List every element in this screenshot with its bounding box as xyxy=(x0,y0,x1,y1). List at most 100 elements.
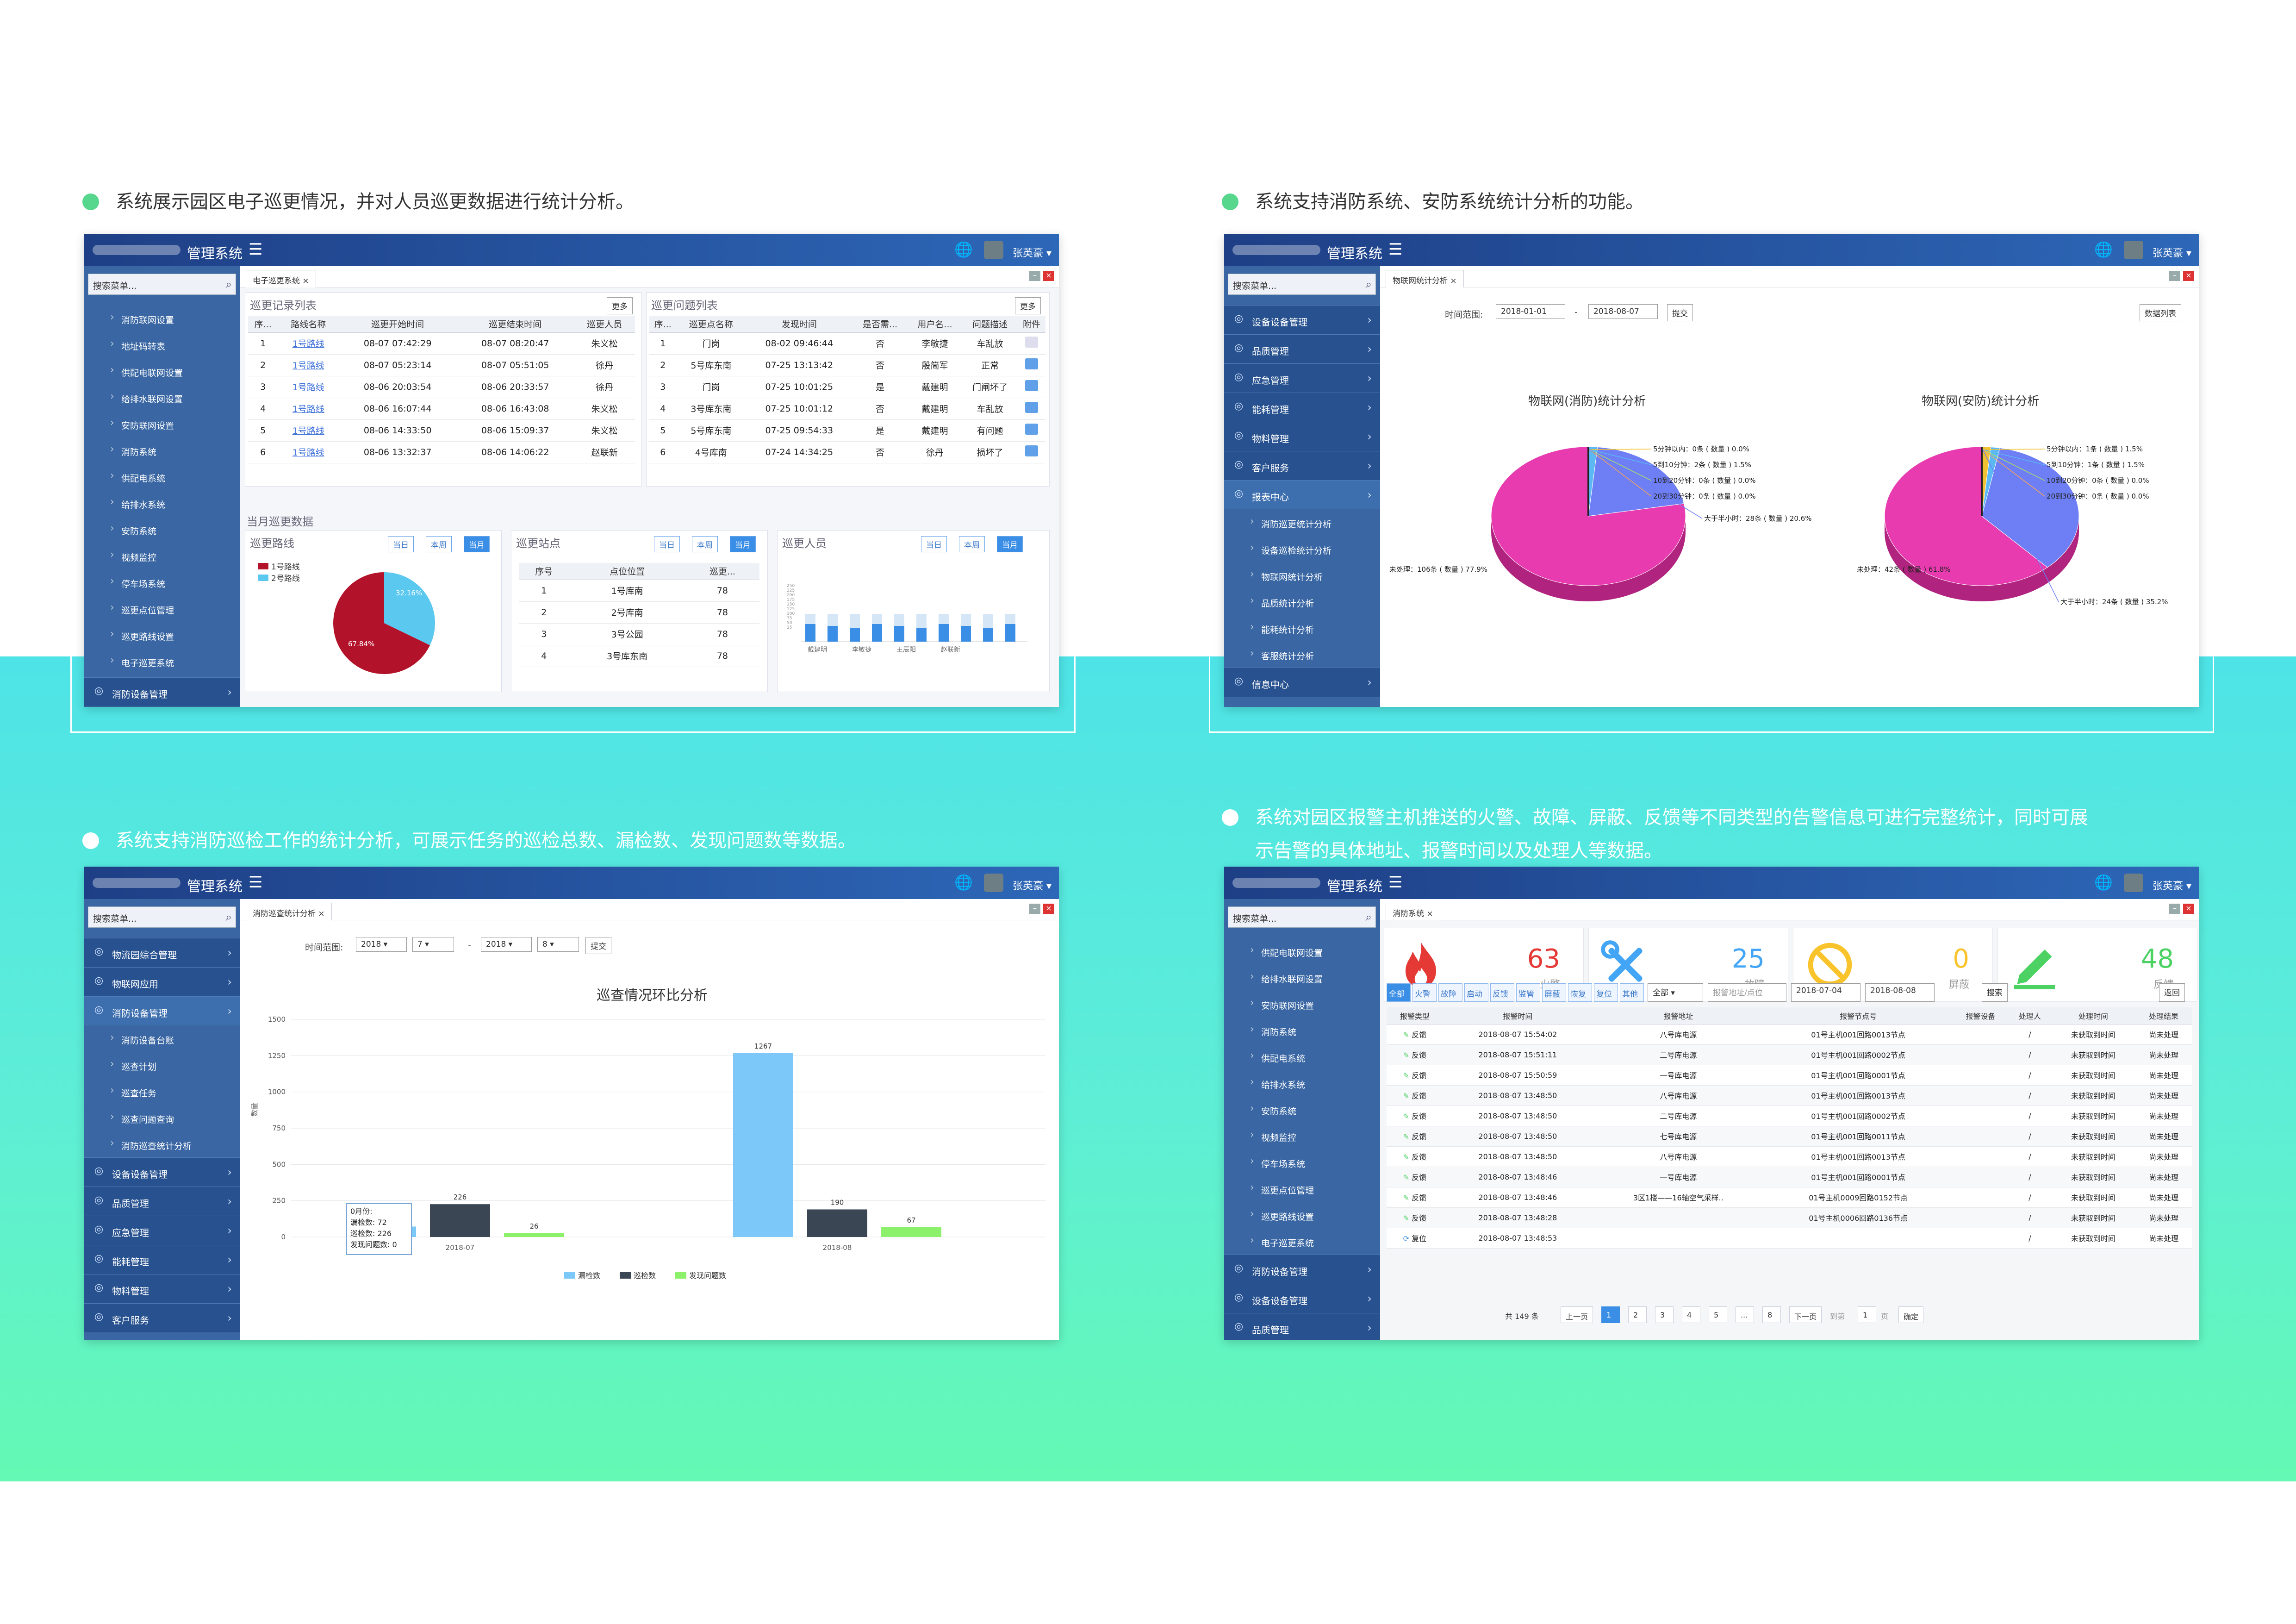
page-button[interactable]: 8 xyxy=(1762,1306,1781,1323)
table-row[interactable]: ✎ 反馈 2018-08-07 13:48:46 一号库电源 01号主机001回路00… xyxy=(1387,1167,2192,1187)
sidebar-section[interactable]: 品质管理 xyxy=(84,1187,240,1216)
sidebar-item[interactable]: 视频监控 xyxy=(84,543,240,569)
table-row[interactable]: ✎ 反馈 2018-08-07 15:50:59 一号库电源 01号主机001回路00… xyxy=(1387,1065,2192,1086)
menu-search-input[interactable]: 搜索菜单... ⌕ xyxy=(88,906,236,928)
sidebar-section[interactable]: 客户服务 xyxy=(84,1303,240,1332)
year-from-select[interactable]: 2018 ▾ xyxy=(356,937,407,952)
filter-button[interactable]: 复位 xyxy=(1594,983,1618,1002)
avatar[interactable] xyxy=(2124,241,2143,259)
table-row[interactable]: 2 5号库东南 07-25 13:13:42 否殷简军 正常 xyxy=(649,354,1045,376)
sidebar-item[interactable]: 安防联网设置 xyxy=(1224,991,1380,1017)
seg-today[interactable]: 当日 xyxy=(654,536,680,552)
seg-today[interactable]: 当日 xyxy=(388,536,414,552)
sidebar-item[interactable]: 巡更点位管理 xyxy=(84,595,240,622)
user-menu[interactable]: 张英豪 ▾ xyxy=(2152,881,2191,892)
table-row[interactable]: 5 1号路线 08-06 14:33:50 08-06 15:09:37 朱义松 xyxy=(248,419,635,442)
page-button[interactable]: 1 xyxy=(1601,1306,1620,1323)
date-from-input[interactable]: 2018-07-04 xyxy=(1791,983,1860,1002)
close-icon[interactable]: × xyxy=(2183,271,2194,281)
table-row[interactable]: ✎ 反馈 2018-08-07 15:51:11 二号库电源 01号主机001回路00… xyxy=(1387,1044,2192,1065)
route-link[interactable]: 1号路线 xyxy=(278,332,339,355)
sidebar-section[interactable]: 报表中心 xyxy=(1224,480,1380,509)
table-row[interactable]: 3 门岗 07-25 10:01:25 是戴建明 门闸坏了 xyxy=(649,376,1045,398)
table-row[interactable]: 5 5号库东南 07-25 09:54:33 是戴建明 有问题 xyxy=(649,419,1045,442)
sidebar-item[interactable]: 供配电联网设置 xyxy=(84,358,240,384)
table-row[interactable]: ✎ 反馈 2018-08-07 13:48:50 八号库电源 01号主机001回路00… xyxy=(1387,1146,2192,1167)
sidebar-item[interactable]: 停车场系统 xyxy=(1224,1149,1380,1175)
sidebar-item[interactable]: 巡更点位管理 xyxy=(1224,1175,1380,1202)
date-to-input[interactable]: 2018-08-08 xyxy=(1865,983,1935,1002)
table-row[interactable]: ✎ 反馈 2018-08-07 13:48:50 七号库电源 01号主机001回路00… xyxy=(1387,1126,2192,1147)
seg-month[interactable]: 当月 xyxy=(464,536,490,552)
sidebar-section[interactable]: 消防设备管理 xyxy=(84,996,240,1025)
route-link[interactable]: 1号路线 xyxy=(278,441,339,463)
seg-week[interactable]: 本周 xyxy=(426,536,452,552)
tab-patrol-system[interactable]: 电子巡更系统 × xyxy=(246,270,316,287)
sidebar-item[interactable]: 供配电系统 xyxy=(84,463,240,490)
avatar[interactable] xyxy=(2124,874,2143,892)
route-link[interactable]: 1号路线 xyxy=(278,376,339,398)
prev-page-button[interactable]: 上一页 xyxy=(1561,1306,1593,1323)
sidebar-item[interactable]: 消防系统 xyxy=(84,437,240,463)
close-icon[interactable]: × xyxy=(1043,271,1054,281)
page-button[interactable]: 3 xyxy=(1655,1306,1674,1323)
seg-today[interactable]: 当日 xyxy=(921,536,947,552)
page-button[interactable]: 5 xyxy=(1709,1306,1727,1323)
sidebar-item[interactable]: 品质统计分析 xyxy=(1224,588,1380,615)
sidebar-item[interactable]: 给排水联网设置 xyxy=(1224,964,1380,991)
submit-button[interactable]: 提交 xyxy=(585,937,611,954)
close-icon[interactable]: × xyxy=(2183,904,2194,914)
sidebar-item[interactable]: 物联网统计分析 xyxy=(1224,562,1380,588)
search-icon[interactable]: ⌕ xyxy=(225,278,232,291)
sidebar-section[interactable]: 应急管理 xyxy=(1224,363,1380,393)
close-icon[interactable]: × xyxy=(1043,904,1054,914)
attachment-icon[interactable] xyxy=(1025,358,1039,369)
filter-button[interactable]: 其他 xyxy=(1620,983,1644,1002)
menu-search-input[interactable]: 搜索菜单... ⌕ xyxy=(88,274,236,295)
table-row[interactable]: ✎ 反馈 2018-08-07 13:48:46 3区1楼——16轴空气采样.. 01… xyxy=(1387,1187,2192,1208)
route-link[interactable]: 1号路线 xyxy=(278,354,339,376)
sidebar-item[interactable]: 地址码转表 xyxy=(84,331,240,358)
data-list-button[interactable]: 数据列表 xyxy=(2140,304,2181,321)
sidebar-section[interactable]: 品质管理 xyxy=(1224,334,1380,363)
menu-search-input[interactable]: 搜索菜单... ⌕ xyxy=(1228,906,1376,928)
sidebar-item[interactable]: 消防设备台账 xyxy=(84,1025,240,1052)
attachment-icon[interactable] xyxy=(1025,337,1039,348)
page-button[interactable]: 4 xyxy=(1682,1306,1700,1323)
globe-icon[interactable]: 🌐 xyxy=(2094,874,2113,891)
back-button[interactable]: 返回 xyxy=(2159,983,2185,1002)
user-menu[interactable]: 张英豪 ▾ xyxy=(2152,248,2191,259)
sidebar-section[interactable]: 信息中心 xyxy=(1224,668,1380,697)
tab-iot-statistics[interactable]: 物联网统计分析 × xyxy=(1386,270,1464,287)
globe-icon[interactable]: 🌐 xyxy=(954,241,973,258)
sidebar-section[interactable]: 物联网应用 xyxy=(84,967,240,996)
attachment-icon[interactable] xyxy=(1025,380,1039,391)
attachment-icon[interactable] xyxy=(1025,424,1039,435)
table-row[interactable]: 3 3号公园 78 xyxy=(519,623,759,645)
sidebar-item[interactable]: 安防联网设置 xyxy=(84,411,240,437)
sidebar-item[interactable]: 安防系统 xyxy=(84,516,240,543)
page-button[interactable]: 2 xyxy=(1628,1306,1647,1323)
seg-month[interactable]: 当月 xyxy=(997,536,1023,552)
sidebar-item[interactable]: 供配电联网设置 xyxy=(1224,938,1380,964)
minimize-icon[interactable]: – xyxy=(2169,904,2180,914)
sidebar-item[interactable]: 给排水系统 xyxy=(84,490,240,516)
sidebar-item[interactable]: 供配电系统 xyxy=(1224,1043,1380,1070)
sidebar-section[interactable]: 物料管理 xyxy=(84,1274,240,1303)
minimize-icon[interactable]: – xyxy=(1029,904,1040,914)
table-row[interactable]: 4 3号库东南 78 xyxy=(519,645,759,667)
more-button[interactable]: 更多 xyxy=(1015,297,1041,314)
sidebar-section[interactable]: 设备设备管理 xyxy=(1224,1284,1380,1313)
table-row[interactable]: 1 1号路线 08-07 07:42:29 08-07 08:20:47 朱义松 xyxy=(248,332,635,355)
sidebar-item[interactable]: 电子巡更系统 xyxy=(84,648,240,675)
tab-fire-system[interactable]: 消防系统 × xyxy=(1386,903,1440,920)
sidebar-section[interactable]: 物流园综合管理 xyxy=(84,938,240,967)
sidebar-item[interactable]: 给排水联网设置 xyxy=(84,384,240,411)
sidebar-item[interactable]: 消防巡更统计分析 xyxy=(1224,509,1380,536)
table-row[interactable]: ✎ 反馈 2018-08-07 15:54:02 八号库电源 01号主机001回路00… xyxy=(1387,1024,2192,1045)
table-row[interactable]: 1 1号库南 78 xyxy=(519,580,759,602)
next-page-button[interactable]: 下一页 xyxy=(1789,1306,1822,1323)
route-link[interactable]: 1号路线 xyxy=(278,398,339,420)
search-button[interactable]: 搜索 xyxy=(1982,983,2008,1002)
search-icon[interactable]: ⌕ xyxy=(1365,911,1372,924)
